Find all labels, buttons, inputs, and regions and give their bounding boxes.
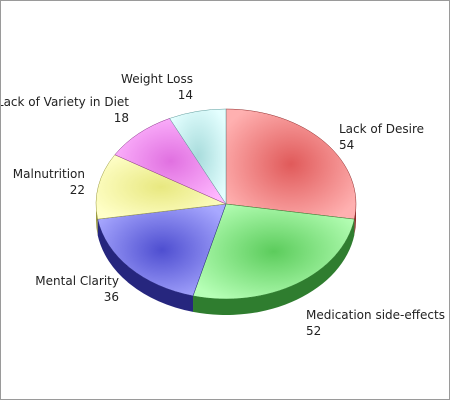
pie-slice-medication-side-effects [192,203,355,300]
slice-label-mental-clarity: Mental Clarity [35,274,119,288]
pie-side-medication-side-effects [193,219,355,315]
pie-slice-lack-of-desire [225,108,357,220]
slice-value-lack-of-desire: 54 [339,138,354,152]
pie-slice-malnutrition [95,154,227,220]
slice-label-lack-of-variety-in-diet: Lack of Variety in Diet [1,95,129,109]
slice-label-malnutrition: Malnutrition [13,167,85,181]
slice-value-mental-clarity: 36 [104,290,119,304]
pie-slice-weight-loss [169,108,227,205]
pie-side-mental-clarity [97,219,194,312]
slice-label-weight-loss: Weight Loss [121,72,193,86]
slice-label-lack-of-desire: Lack of Desire [339,122,424,136]
slice-label-medication-side-effects: Medication side-effects [306,308,445,322]
slice-value-weight-loss: 14 [178,88,193,102]
slice-value-lack-of-variety-in-diet: 18 [114,111,129,125]
pie-slice-mental-clarity [97,203,227,297]
slice-value-malnutrition: 22 [70,183,85,197]
slice-value-medication-side-effects: 52 [306,324,321,338]
